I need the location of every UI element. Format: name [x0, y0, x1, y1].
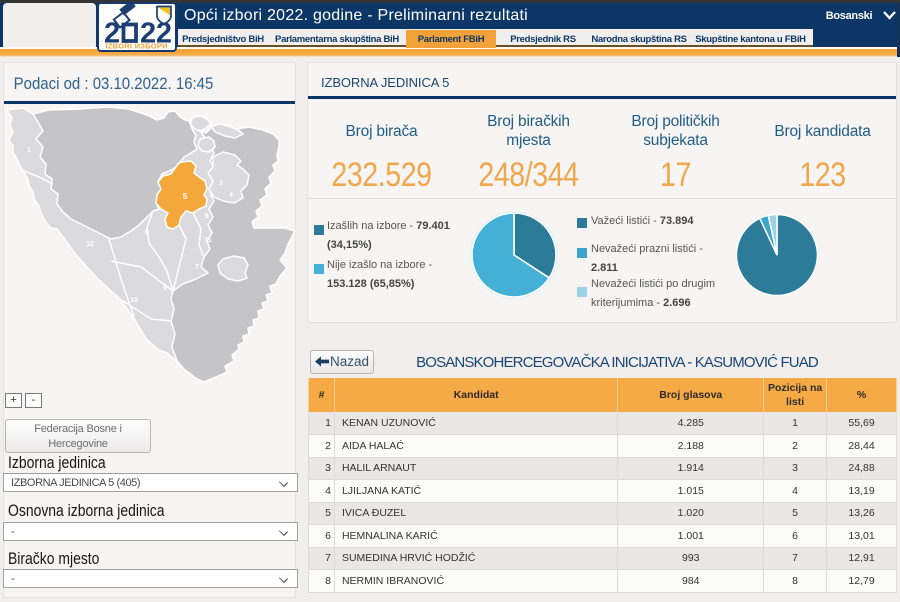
svg-text:4: 4: [229, 192, 233, 199]
svg-text:12: 12: [86, 241, 94, 248]
svg-text:5: 5: [183, 192, 188, 201]
svg-text:7: 7: [195, 264, 199, 271]
svg-text:IZBORI ИЗБОРИ: IZBORI ИЗБОРИ: [106, 42, 168, 51]
svg-text:8: 8: [145, 229, 149, 236]
svg-text:10: 10: [130, 297, 138, 304]
svg-text:9: 9: [163, 285, 167, 292]
svg-text:1: 1: [27, 147, 31, 154]
svg-text:2: 2: [104, 18, 120, 50]
svg-text:11: 11: [204, 237, 212, 244]
svg-text:3: 3: [219, 180, 223, 187]
svg-text:6: 6: [205, 213, 209, 220]
